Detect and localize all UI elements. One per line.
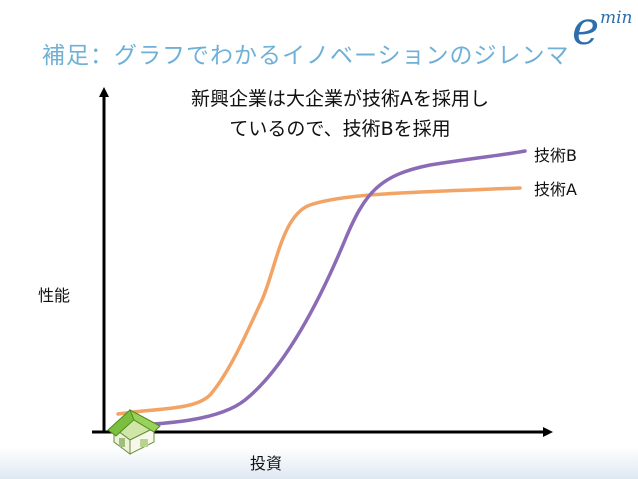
logo-superscript: min (600, 8, 633, 28)
series-label-tech-b: 技術B (534, 146, 577, 165)
series-line-tech-a (116, 186, 522, 416)
logo-letter: e (572, 1, 600, 55)
annotation-line-2: ているので、技術Bを採用 (229, 118, 451, 140)
chart-annotation: 新興企業は大企業が技術Aを採用し ているので、技術Bを採用 (130, 84, 550, 144)
annotation-line-1: 新興企業は大企業が技術Aを採用し (191, 88, 489, 110)
house-icon (107, 408, 161, 455)
x-axis-label: 投資 (250, 454, 283, 473)
series-line-tech-b (116, 149, 527, 428)
brand-logo: e min (572, 2, 638, 58)
y-axis-label: 性能 (38, 286, 71, 305)
series-label-tech-a: 技術A (534, 180, 577, 199)
footer-band (0, 447, 638, 479)
slide-title: 補足：グラフでわかるイノベーションのジレンマ (42, 43, 570, 69)
